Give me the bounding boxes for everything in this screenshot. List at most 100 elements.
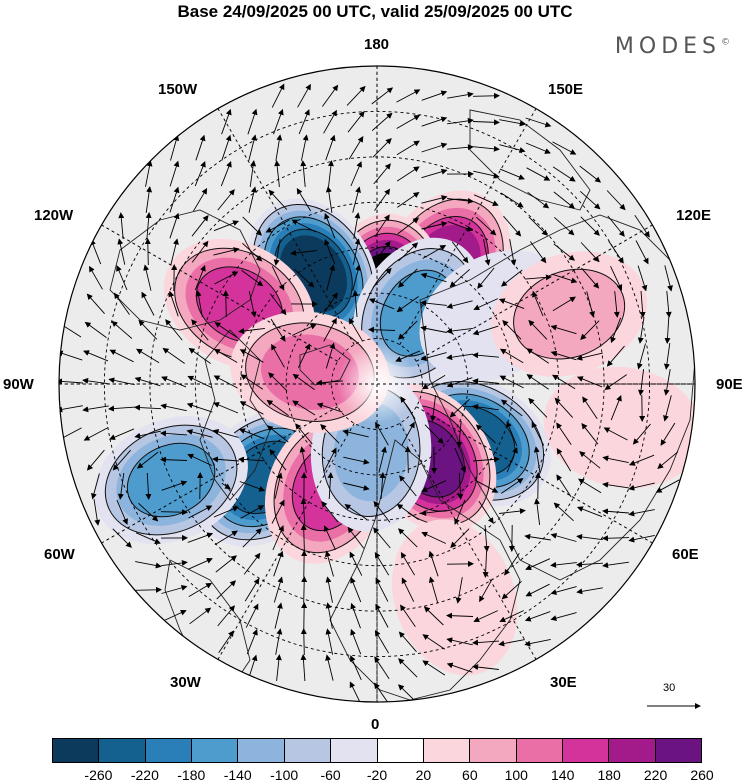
wind-arrow: [82, 405, 109, 413]
wind-arrow: [274, 472, 283, 499]
wind-arrow: [145, 160, 153, 187]
wind-arrow: [368, 298, 395, 310]
wind-arrow: [343, 456, 370, 465]
wind-arrow: [248, 186, 257, 213]
colorbar-box: [331, 739, 378, 762]
wind-vectors: [59, 83, 680, 702]
wind-arrow: [170, 134, 180, 161]
wind-arrow: [553, 191, 575, 209]
wind-arrow: [422, 245, 447, 259]
wind-arrow: [602, 508, 630, 515]
wind-arrow: [298, 109, 310, 135]
wind-arrow: [524, 611, 551, 622]
wind-arrow: [350, 161, 362, 187]
wind-arrow: [316, 379, 344, 386]
modes-logo: MODES©: [615, 34, 730, 59]
colorbar-box: [470, 739, 517, 762]
wind-arrow: [112, 449, 131, 471]
colorbar-box: [377, 739, 424, 762]
wind-arrow: [446, 353, 473, 361]
colorbar-box: [562, 739, 610, 762]
wind-arrow: [580, 216, 600, 236]
wind-arrow: [134, 404, 162, 411]
colorbar-box: [192, 739, 239, 762]
wind-arrow: [238, 428, 265, 440]
wind-arrow: [269, 293, 287, 316]
wind-arrow: [145, 186, 153, 213]
wind-arrow: [446, 662, 473, 673]
wind-arrow: [576, 561, 604, 568]
wind-arrow: [325, 576, 333, 603]
wind-arrow: [550, 532, 577, 542]
wind-arrow: [501, 580, 522, 600]
wind-arrow: [638, 369, 645, 396]
lon-label-30w: 30W: [170, 674, 201, 691]
wind-arrow: [606, 190, 626, 211]
wind-arrow: [274, 602, 283, 629]
wind-arrow: [374, 214, 390, 238]
wind-arrow: [213, 402, 239, 414]
wind-arrow: [221, 108, 232, 135]
wind-arrow: [504, 552, 520, 576]
colorbar-tick-label: -260: [84, 767, 113, 783]
wind-arrow: [347, 111, 365, 133]
wind-arrow: [503, 215, 522, 237]
wind-arrow: [553, 502, 574, 522]
wind-arrow: [581, 423, 599, 445]
wind-arrow: [421, 195, 448, 204]
wind-arrow: [636, 343, 646, 370]
wind-arrow: [325, 628, 334, 655]
wind-arrow: [322, 292, 338, 316]
wind-arrow: [446, 612, 474, 619]
lon-label-0: 0: [371, 716, 380, 733]
wind-arrow: [239, 401, 264, 415]
wind-arrow: [273, 576, 284, 603]
wind-arrow: [552, 374, 576, 390]
wind-arrow: [447, 117, 474, 125]
wind-arrow: [500, 399, 523, 417]
anomaly-level: [513, 269, 625, 359]
wind-arrow: [191, 215, 209, 237]
wind-arrow: [456, 420, 463, 448]
wind-arrow: [579, 190, 601, 210]
wind-arrow: [108, 377, 135, 386]
wind-arrow: [421, 531, 446, 544]
lon-label-90w: 90W: [3, 376, 34, 393]
wind-arrow: [299, 446, 307, 473]
wind-arrow: [82, 377, 109, 385]
wind-arrow: [398, 658, 418, 678]
wind-arrow: [634, 214, 650, 238]
wind-arrow: [324, 550, 334, 577]
wind-arrow: [138, 319, 158, 340]
wind-arrow: [275, 654, 282, 681]
wind-arrow: [473, 170, 500, 179]
wind-arrow: [194, 264, 206, 291]
wind-arrow: [347, 526, 365, 549]
wind-arrow: [423, 606, 444, 626]
wind-arrow: [350, 602, 361, 629]
wind-arrow: [165, 319, 183, 341]
wind-arrow: [454, 499, 466, 525]
wind-arrow: [397, 192, 420, 208]
map-border: [58, 65, 696, 703]
wind-arrow: [160, 403, 187, 412]
wind-arrow: [323, 317, 337, 342]
wind-arrow: [499, 375, 524, 389]
wind-arrow: [499, 144, 526, 153]
wind-arrow: [524, 638, 551, 647]
wind-arrow: [187, 532, 214, 543]
wind-arrow: [663, 369, 671, 396]
wind-arrow: [525, 558, 551, 571]
brand-text: MODES: [614, 34, 721, 59]
wind-arrow: [635, 240, 649, 265]
wind-arrow: [509, 239, 517, 266]
wind-arrow: [472, 378, 499, 385]
wind-arrow: [349, 655, 362, 681]
wind-arrow: [398, 242, 419, 262]
wind-arrow: [325, 134, 336, 161]
wind-arrow: [300, 654, 307, 682]
wind-arrow: [374, 682, 390, 702]
anomaly-level: [333, 402, 409, 502]
wind-arrow: [214, 530, 238, 546]
